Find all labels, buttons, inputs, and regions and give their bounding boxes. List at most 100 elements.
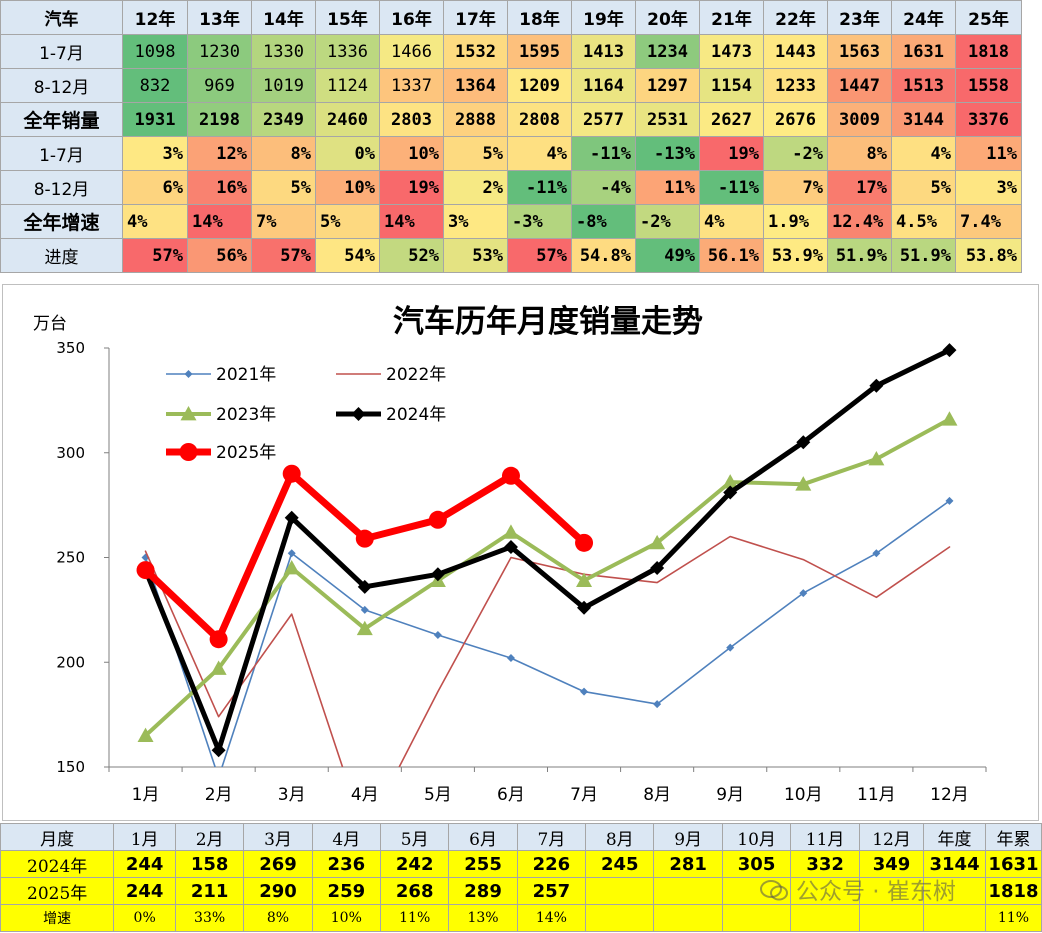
value-cell: 11% (955, 136, 1022, 171)
value-cell: 11% (635, 170, 700, 205)
series-2023年 (137, 411, 958, 742)
line-chart: 汽车历年月度销量走势 万台 150 200 250 300 350 1月 2月 3月 4月 5月 6月 7… (33, 304, 987, 805)
value-cell (858, 877, 925, 905)
value-cell: 1336 (315, 34, 380, 69)
month-header: 年度 (923, 823, 986, 851)
data-point (869, 378, 884, 393)
data-point (726, 643, 735, 652)
value-cell: 8% (827, 136, 892, 171)
value-cell: 5% (443, 136, 508, 171)
x-tick-label: 1月 (132, 785, 160, 805)
data-point (506, 654, 515, 663)
year-header: 12年 (122, 0, 188, 35)
year-header: 17年 (443, 0, 508, 35)
year-header: 14年 (251, 0, 316, 35)
value-cell: 56.1% (699, 238, 764, 273)
value-cell: 19% (379, 170, 444, 205)
value-cell: 1330 (251, 34, 316, 69)
x-tick-label: 7月 (570, 785, 598, 805)
value-cell: 8% (251, 136, 316, 171)
value-cell: 1164 (571, 68, 636, 103)
value-cell: 2627 (699, 102, 764, 137)
value-cell: 53.9% (763, 238, 828, 273)
value-cell: 1019 (251, 68, 316, 103)
row-label: 增速 (0, 904, 115, 932)
value-cell: 5% (251, 170, 316, 205)
value-cell: 1513 (891, 68, 956, 103)
value-cell: 1154 (699, 68, 764, 103)
value-cell: 1466 (379, 34, 444, 69)
y-tick-label: 250 (56, 549, 85, 567)
value-cell (923, 877, 986, 905)
value-cell: 14% (516, 904, 587, 932)
year-header: 25年 (955, 0, 1022, 35)
value-cell: 3% (955, 170, 1022, 205)
x-tick-label: 12月 (930, 785, 969, 805)
value-cell: 10% (315, 170, 380, 205)
row-label: 2024年 (0, 850, 115, 878)
value-cell: 7.4% (955, 204, 1022, 239)
month-header: 12月 (858, 823, 925, 851)
month-header: 10月 (721, 823, 792, 851)
value-cell: 14% (187, 204, 252, 239)
value-cell: 1443 (763, 34, 828, 69)
month-header-row: 月度 1月 2月 3月 4月 5月 6月 7月 8月 9月 10月 11月 12月 年度 年累 (0, 823, 1042, 851)
value-cell: 1595 (507, 34, 572, 69)
data-point (650, 560, 665, 575)
data-point (503, 540, 518, 555)
x-tick-label: 6月 (497, 785, 525, 805)
value-cell: 13% (448, 904, 518, 932)
value-cell (923, 904, 986, 932)
table-row: 8-12月 832 969 1019 1124 1337 1364 1209 1164 1297 1… (0, 68, 1022, 103)
month-header: 4月 (311, 823, 382, 851)
year-header: 21年 (699, 0, 764, 35)
month-header: 5月 (380, 823, 450, 851)
y-tick-label: 350 (56, 339, 85, 357)
legend-marker (180, 406, 197, 421)
year-header: 13年 (187, 0, 252, 35)
annual-sales-table: 汽车 12年 13年 14年 15年 16年 17年 18年 19年 20年 21年 22年 23年 24… (0, 0, 1022, 273)
value-cell: 1413 (571, 34, 636, 69)
data-point (137, 727, 154, 742)
data-point (428, 510, 447, 529)
value-cell: -11% (571, 136, 636, 171)
value-cell: 1209 (507, 68, 572, 103)
plot-group (136, 343, 958, 767)
value-cell: -3% (507, 204, 572, 239)
value-cell: 349 (858, 850, 925, 878)
value-cell: 3144 (891, 102, 956, 137)
value-cell: -8% (571, 204, 636, 239)
data-point (872, 549, 881, 558)
value-cell: 57% (507, 238, 572, 273)
value-cell: 1233 (763, 68, 828, 103)
legend-item: 2025年 (166, 443, 276, 463)
table-row: 1-7月 1098 1230 1330 1336 1466 1532 1595 1413 1234… (0, 34, 1022, 69)
data-point (209, 630, 228, 649)
value-cell: 5% (891, 170, 956, 205)
data-point (799, 589, 808, 598)
value-cell: 12% (187, 136, 252, 171)
data-point (282, 464, 301, 483)
data-point (211, 743, 226, 758)
value-cell: 1558 (955, 68, 1022, 103)
value-cell: 1631 (984, 850, 1042, 878)
x-tick-label: 10月 (784, 785, 823, 805)
value-cell: 12.4% (827, 204, 892, 239)
value-cell: 14% (379, 204, 444, 239)
value-cell: 2888 (443, 102, 508, 137)
table-row: 全年销量 1931 2198 2349 2460 2803 2888 2808 2577 2531… (0, 102, 1022, 137)
value-cell: 54.8% (571, 238, 636, 273)
value-cell: -2% (763, 136, 828, 171)
data-point (287, 549, 296, 558)
x-tick-label: 4月 (351, 785, 379, 805)
value-cell: 158 (174, 850, 245, 878)
value-cell: 255 (448, 850, 518, 878)
value-cell (653, 877, 723, 905)
data-point (136, 561, 155, 580)
value-cell: -13% (635, 136, 700, 171)
value-cell: 1931 (122, 102, 188, 137)
month-header: 6月 (448, 823, 518, 851)
value-cell: 2% (443, 170, 508, 205)
value-cell: -4% (571, 170, 636, 205)
data-point (284, 510, 299, 525)
